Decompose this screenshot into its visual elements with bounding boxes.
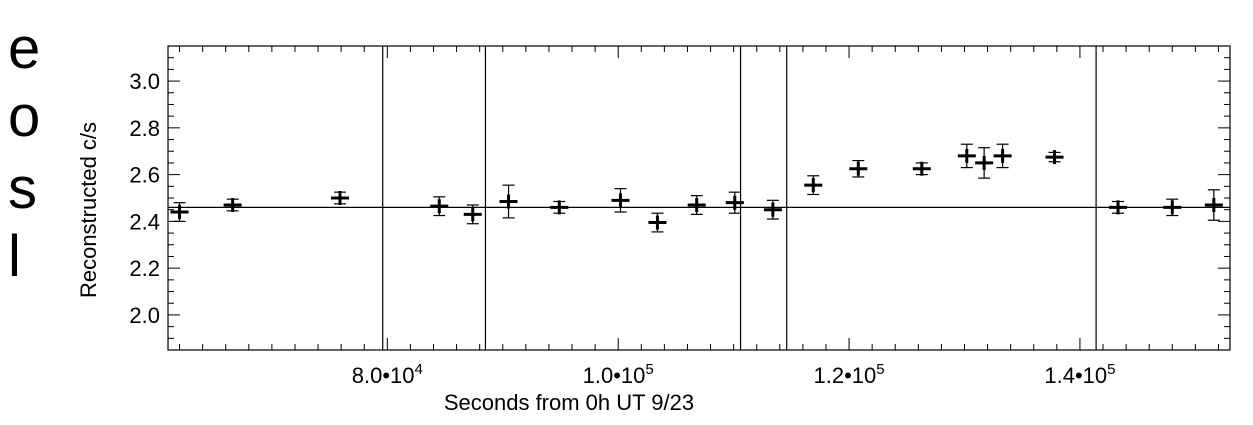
data-point (499, 184, 518, 219)
data-point (550, 200, 569, 215)
data-point (1109, 200, 1128, 215)
margin-glyph: o (8, 84, 41, 149)
y-tick-label: 2.0 (129, 303, 160, 328)
data-point (648, 212, 667, 233)
data-point (804, 175, 823, 196)
data-point (223, 198, 242, 213)
data-points (170, 143, 1223, 233)
data-point (687, 195, 706, 215)
data-point (957, 143, 976, 169)
y-axis: 2.0 2.2 2.4 2.6 2.8 3.0 (129, 57, 1230, 339)
data-point (849, 159, 868, 178)
data-point (975, 147, 994, 179)
x-tick-label: 1.0•105 (583, 361, 654, 388)
data-point (611, 188, 630, 213)
data-point (463, 204, 482, 225)
y-tick-label: 2.6 (129, 163, 160, 188)
margin-glyph: l (8, 224, 21, 289)
data-point (330, 191, 349, 205)
data-point (1163, 198, 1182, 217)
plot-frame (167, 45, 1231, 351)
x-tick-label: 1.4•105 (1044, 361, 1115, 388)
data-point (1045, 150, 1064, 165)
data-point (430, 196, 449, 217)
data-point (993, 143, 1012, 169)
y-tick-label: 2.4 (129, 209, 160, 234)
x-axis-label: Seconds from 0h UT 9/23 (444, 390, 694, 415)
margin-glyph: s (8, 156, 37, 221)
cropped-margin-text: e o s l (0, 0, 60, 425)
x-tick-label: 1.2•105 (814, 361, 885, 388)
data-point (725, 191, 744, 214)
data-point (1204, 189, 1223, 221)
data-point (912, 161, 931, 176)
data-point (763, 199, 782, 220)
margin-glyph: e (8, 16, 41, 81)
y-axis-label: Reconstructed c/s (76, 122, 101, 298)
y-tick-label: 2.8 (129, 116, 160, 141)
x-tick-label: 8.0•104 (352, 361, 423, 388)
y-tick-label: 2.2 (129, 256, 160, 281)
x-axis: 8.0•104 1.0•105 1.2•105 1.4•105 (179, 46, 1219, 388)
data-point (170, 202, 189, 222)
vertical-markers (382, 46, 1097, 350)
y-tick-label: 3.0 (129, 69, 160, 94)
